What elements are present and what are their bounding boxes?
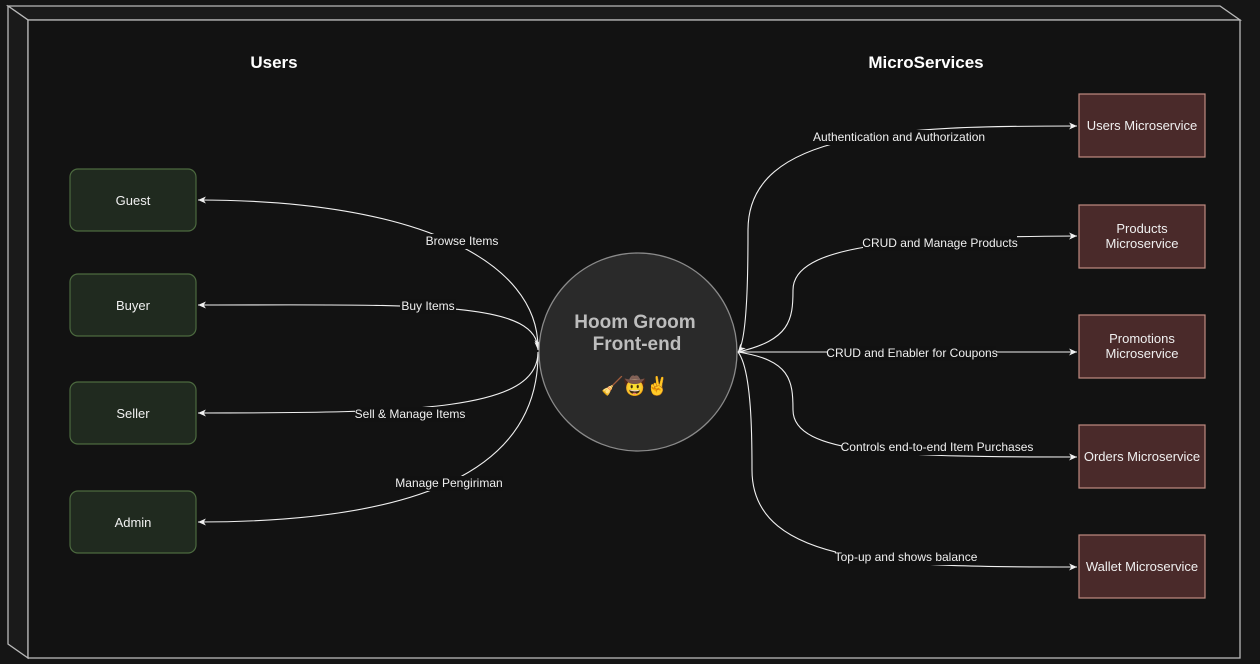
node-users-ms-label: Users Microservice	[1087, 118, 1198, 133]
user-edge-labels: Browse Items Buy Items Sell & Manage Ite…	[355, 234, 503, 491]
edge-label-seller: Sell & Manage Items	[355, 407, 466, 421]
service-nodes: Users Microservice Products Microservice…	[1078, 93, 1206, 599]
edge-label-orders-ms: Controls end-to-end Item Purchases	[841, 440, 1034, 454]
node-admin[interactable]: Admin	[69, 490, 197, 554]
node-seller-label: Seller	[116, 406, 150, 421]
hub-frontend[interactable]: Hoom Groom Front-end 🧹🤠✌️	[538, 252, 738, 452]
node-buyer-label: Buyer	[116, 298, 151, 313]
node-wallet-microservice[interactable]: Wallet Microservice	[1078, 534, 1206, 599]
hub-emoji-icons: 🧹🤠✌️	[601, 375, 668, 397]
node-guest-label: Guest	[116, 193, 151, 208]
hub-title-line1: Hoom Groom	[574, 312, 695, 333]
node-promotions-microservice[interactable]: Promotions Microservice	[1078, 314, 1206, 379]
microservices-section-title: MicroServices	[868, 53, 983, 72]
node-promotions-ms-label-1: Promotions	[1109, 331, 1175, 346]
service-edge-labels: Authentication and Authorization CRUD an…	[813, 130, 1033, 565]
node-wallet-ms-label: Wallet Microservice	[1086, 559, 1198, 574]
hub-title-line2: Front-end	[593, 334, 682, 355]
edge-label-promotions-ms: CRUD and Enabler for Coupons	[826, 346, 997, 360]
node-admin-label: Admin	[115, 515, 152, 530]
node-promotions-ms-label-2: Microservice	[1106, 346, 1179, 361]
edge-label-users-ms: Authentication and Authorization	[813, 130, 985, 144]
edge-orders-ms	[737, 351, 1078, 461]
node-buyer[interactable]: Buyer	[69, 273, 197, 337]
node-orders-ms-label: Orders Microservice	[1084, 449, 1200, 464]
edge-label-products-ms: CRUD and Manage Products	[862, 236, 1017, 250]
node-products-ms-label-1: Products	[1116, 221, 1168, 236]
edge-users-ms	[737, 122, 1078, 353]
edge-label-admin: Manage Pengiriman	[395, 476, 502, 490]
node-users-microservice[interactable]: Users Microservice	[1078, 93, 1206, 158]
edge-label-guest: Browse Items	[426, 234, 499, 248]
users-section-title: Users	[250, 53, 297, 72]
user-nodes: Guest Buyer Seller Admin	[69, 168, 197, 554]
edge-seller	[197, 351, 539, 417]
node-seller[interactable]: Seller	[69, 381, 197, 445]
edge-label-buyer: Buy Items	[401, 299, 454, 313]
edge-wallet-ms	[737, 351, 1078, 571]
node-products-microservice[interactable]: Products Microservice	[1078, 204, 1206, 269]
node-guest[interactable]: Guest	[69, 168, 197, 232]
node-orders-microservice[interactable]: Orders Microservice	[1078, 424, 1206, 489]
node-products-ms-label-2: Microservice	[1106, 236, 1179, 251]
edge-label-wallet-ms: Top-up and shows balance	[835, 550, 978, 564]
